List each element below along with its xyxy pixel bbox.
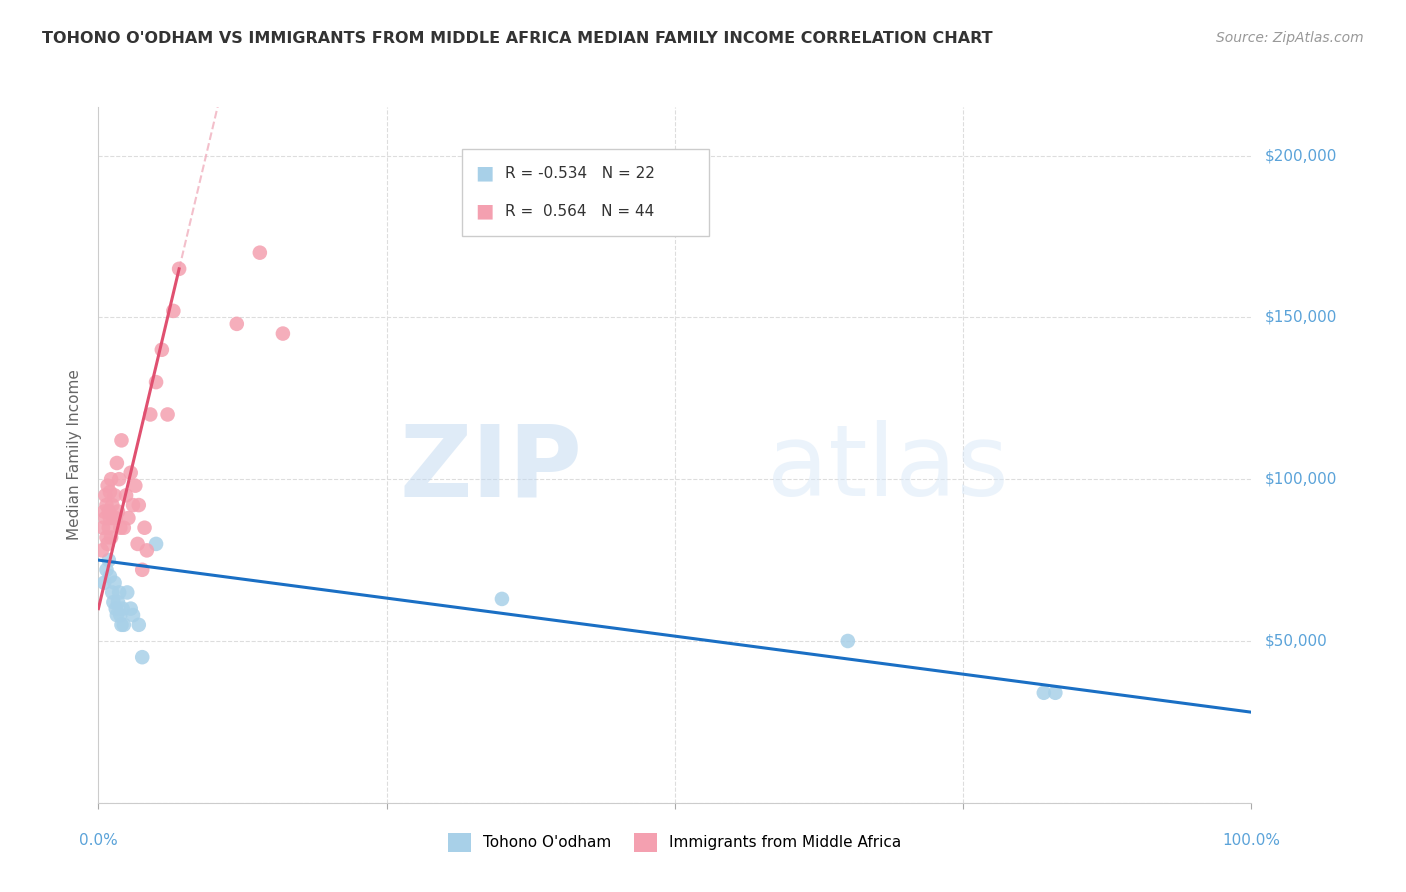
Point <box>128 617 150 632</box>
Point <box>105 456 128 470</box>
Point <box>103 511 125 525</box>
Text: Source: ZipAtlas.com: Source: ZipAtlas.com <box>1216 31 1364 45</box>
Point <box>98 485 121 500</box>
Point <box>131 563 153 577</box>
Point <box>101 585 124 599</box>
Point <box>111 601 134 615</box>
Point <box>156 408 179 422</box>
Point <box>110 521 132 535</box>
Point <box>110 617 132 632</box>
Point <box>167 261 190 276</box>
Legend: Tohono O'odham, Immigrants from Middle Africa: Tohono O'odham, Immigrants from Middle A… <box>441 827 908 858</box>
Point <box>90 543 112 558</box>
Text: ZIP: ZIP <box>399 420 582 517</box>
Point <box>837 634 859 648</box>
Point <box>1045 686 1067 700</box>
Point <box>139 408 162 422</box>
Point <box>120 466 142 480</box>
Point <box>96 563 118 577</box>
Point <box>97 537 120 551</box>
Point <box>103 575 125 590</box>
Point <box>145 375 167 389</box>
Point <box>98 511 121 525</box>
Point <box>108 585 131 599</box>
Text: 0.0%: 0.0% <box>79 833 118 848</box>
Text: ■: ■ <box>475 163 494 183</box>
Point <box>112 617 135 632</box>
Point <box>107 595 129 609</box>
Point <box>135 543 157 558</box>
Point <box>104 601 127 615</box>
Point <box>103 488 125 502</box>
Point <box>491 591 513 606</box>
Point <box>97 521 120 535</box>
Text: ■: ■ <box>475 202 494 221</box>
Point <box>100 472 122 486</box>
Point <box>104 511 127 525</box>
Point <box>93 575 115 590</box>
Point <box>122 498 145 512</box>
Point <box>115 488 138 502</box>
Point <box>117 585 138 599</box>
Point <box>94 511 117 525</box>
Y-axis label: Median Family Income: Median Family Income <box>67 369 83 541</box>
Point <box>107 504 129 518</box>
Text: $50,000: $50,000 <box>1265 633 1329 648</box>
Point <box>97 478 120 492</box>
Point <box>110 434 132 448</box>
Bar <box>461 149 710 235</box>
Point <box>225 317 247 331</box>
Point <box>96 531 118 545</box>
Text: R = -0.534   N = 22: R = -0.534 N = 22 <box>505 166 655 181</box>
Point <box>131 650 153 665</box>
Text: 100.0%: 100.0% <box>1222 833 1281 848</box>
Point <box>98 569 121 583</box>
Point <box>112 521 135 535</box>
Point <box>124 478 146 492</box>
Point <box>105 608 128 623</box>
Text: $150,000: $150,000 <box>1265 310 1337 325</box>
Text: atlas: atlas <box>768 420 1008 517</box>
Point <box>120 601 142 615</box>
Point <box>96 498 118 512</box>
Point <box>103 595 125 609</box>
Point <box>97 504 120 518</box>
Point <box>145 537 167 551</box>
Point <box>150 343 173 357</box>
Text: $100,000: $100,000 <box>1265 472 1337 487</box>
Point <box>127 537 149 551</box>
Point <box>97 553 120 567</box>
Point <box>162 304 184 318</box>
Point <box>122 608 145 623</box>
Text: R =  0.564   N = 44: R = 0.564 N = 44 <box>505 204 655 219</box>
Point <box>128 498 150 512</box>
Text: TOHONO O'ODHAM VS IMMIGRANTS FROM MIDDLE AFRICA MEDIAN FAMILY INCOME CORRELATION: TOHONO O'ODHAM VS IMMIGRANTS FROM MIDDLE… <box>42 31 993 46</box>
Point <box>108 472 131 486</box>
Point <box>249 245 271 260</box>
Point <box>93 504 115 518</box>
Point <box>100 531 122 545</box>
Point <box>1032 686 1054 700</box>
Point <box>117 511 139 525</box>
Point <box>110 608 132 623</box>
Point <box>101 498 124 512</box>
Text: $200,000: $200,000 <box>1265 148 1337 163</box>
Point <box>94 488 117 502</box>
Point <box>271 326 294 341</box>
Point <box>134 521 156 535</box>
Point <box>91 521 114 535</box>
